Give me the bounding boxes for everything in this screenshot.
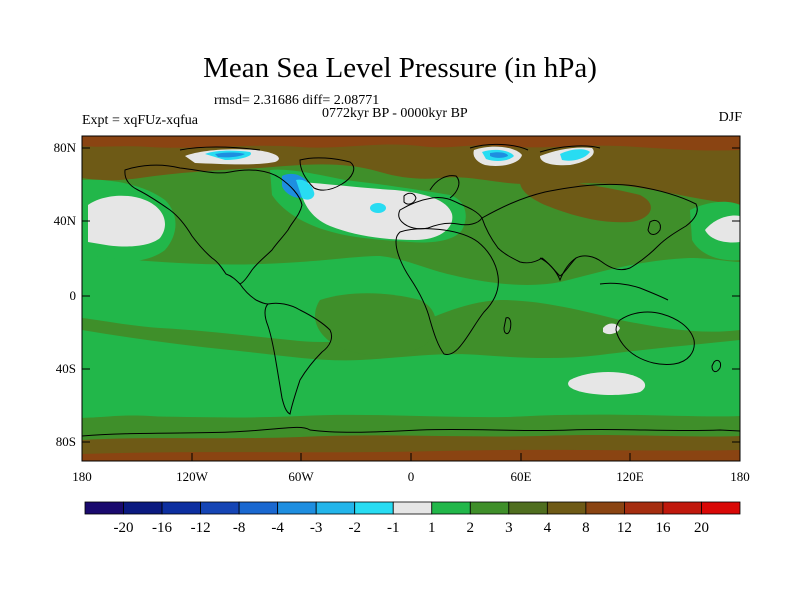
colorbar-label: -16 — [152, 520, 173, 536]
field-south-indian-white — [568, 372, 646, 395]
experiment-label: Expt = xqFUz-xqfua — [82, 113, 198, 128]
field-pacific-spot — [603, 323, 620, 335]
colorbar — [84, 501, 741, 515]
colorbar-swatch — [161, 501, 201, 515]
colorbar-swatch — [701, 501, 741, 515]
colorbar-swatch — [546, 501, 587, 515]
coast-india — [539, 257, 577, 282]
colorbar-label: -2 — [348, 520, 361, 536]
colorbar-label: -3 — [309, 520, 323, 536]
coast-scandinavia — [429, 175, 460, 199]
lat-label-eq: 0 — [69, 288, 77, 303]
colorbar-label: -12 — [190, 520, 211, 536]
coast-africa — [395, 228, 499, 355]
colorbar-swatch — [431, 501, 471, 515]
colorbar-label: -20 — [113, 520, 134, 536]
season-label: DJF — [718, 110, 742, 125]
lon-label-120e: 120E — [616, 469, 644, 484]
lat-label-40n: 40N — [53, 213, 76, 228]
coast-south-america — [264, 302, 333, 415]
rmsd-diff-stats: rmsd= 2.31686 diff= 2.08771 — [214, 93, 380, 108]
coast-north-america — [124, 164, 303, 285]
field-southern-green — [82, 330, 740, 420]
lat-label-40s: 40S — [55, 361, 76, 376]
lat-label-80s: 80S — [55, 434, 76, 449]
colorbar-label: 1 — [428, 520, 436, 536]
colorbar-swatch — [469, 501, 510, 515]
field-south-atlantic-dark — [315, 293, 436, 356]
coast-antarctica — [82, 426, 740, 437]
coast-central-america — [239, 283, 269, 305]
lon-label-0: 0 — [407, 469, 415, 484]
coast-arctic-islands — [179, 143, 601, 153]
field-arctic-rust — [82, 136, 740, 151]
coastlines — [82, 143, 740, 437]
colorbar-swatch — [585, 501, 625, 515]
colorbar-swatch — [624, 501, 664, 515]
colorbar-label: -4 — [271, 520, 284, 536]
colorbar-label: 4 — [543, 520, 552, 536]
lon-label-180w: 180 — [72, 469, 92, 484]
lon-label-120w: 120W — [176, 469, 208, 484]
colorbar-label: -8 — [232, 520, 246, 536]
field-npacific-white — [88, 195, 165, 247]
field-atlantic-cyan — [370, 203, 386, 213]
time-period-label: 0772kyr BP - 0000kyr BP — [322, 106, 468, 121]
colorbar-swatch — [123, 501, 163, 515]
field-arctic-patch-2c — [490, 152, 508, 158]
lat-label-80n: 80N — [53, 140, 76, 155]
colorbar-swatch — [238, 501, 279, 515]
coast-greenland — [299, 157, 355, 191]
field-siberia-brown — [519, 178, 651, 223]
coast-uk — [403, 192, 417, 205]
colorbar-label: 12 — [616, 520, 632, 536]
colorbar-swatch — [662, 501, 702, 515]
colorbar-swatch — [200, 501, 240, 515]
colorbar-label: 3 — [505, 520, 513, 536]
axis-ticks — [81, 147, 741, 461]
chart-title: Mean Sea Level Pressure (in hPa) — [203, 52, 597, 84]
colorbar-label: 8 — [582, 520, 590, 536]
colorbar-swatch — [84, 501, 124, 515]
lon-label-60e: 60E — [510, 469, 532, 484]
colorbar-label: 20 — [693, 520, 709, 536]
colorbar-label: 2 — [466, 520, 475, 536]
field-arctic-patch-3b — [560, 149, 590, 161]
field-npacific-east-white — [705, 215, 740, 243]
field-labrador-cyan — [296, 179, 315, 200]
colorbar-swatch — [315, 501, 356, 515]
coast-new-zealand — [711, 359, 721, 373]
colorbar-swatch — [508, 501, 548, 515]
coast-madagascar — [503, 317, 512, 335]
colorbar-swatch — [277, 501, 317, 515]
colorbar-swatch — [354, 501, 394, 515]
coast-europe — [398, 197, 483, 230]
coast-asia — [481, 183, 698, 277]
coast-indonesia — [599, 282, 669, 301]
map-field — [82, 136, 740, 461]
coast-japan — [647, 219, 661, 235]
lon-label-60w: 60W — [288, 469, 314, 484]
lon-label-180e: 180 — [730, 469, 750, 484]
coast-australia — [615, 311, 695, 365]
colorbar-label: 16 — [655, 520, 671, 536]
field-arctic-patch-1c — [215, 152, 245, 158]
colorbar-label: -1 — [386, 520, 400, 536]
colorbar-swatch — [392, 501, 433, 515]
